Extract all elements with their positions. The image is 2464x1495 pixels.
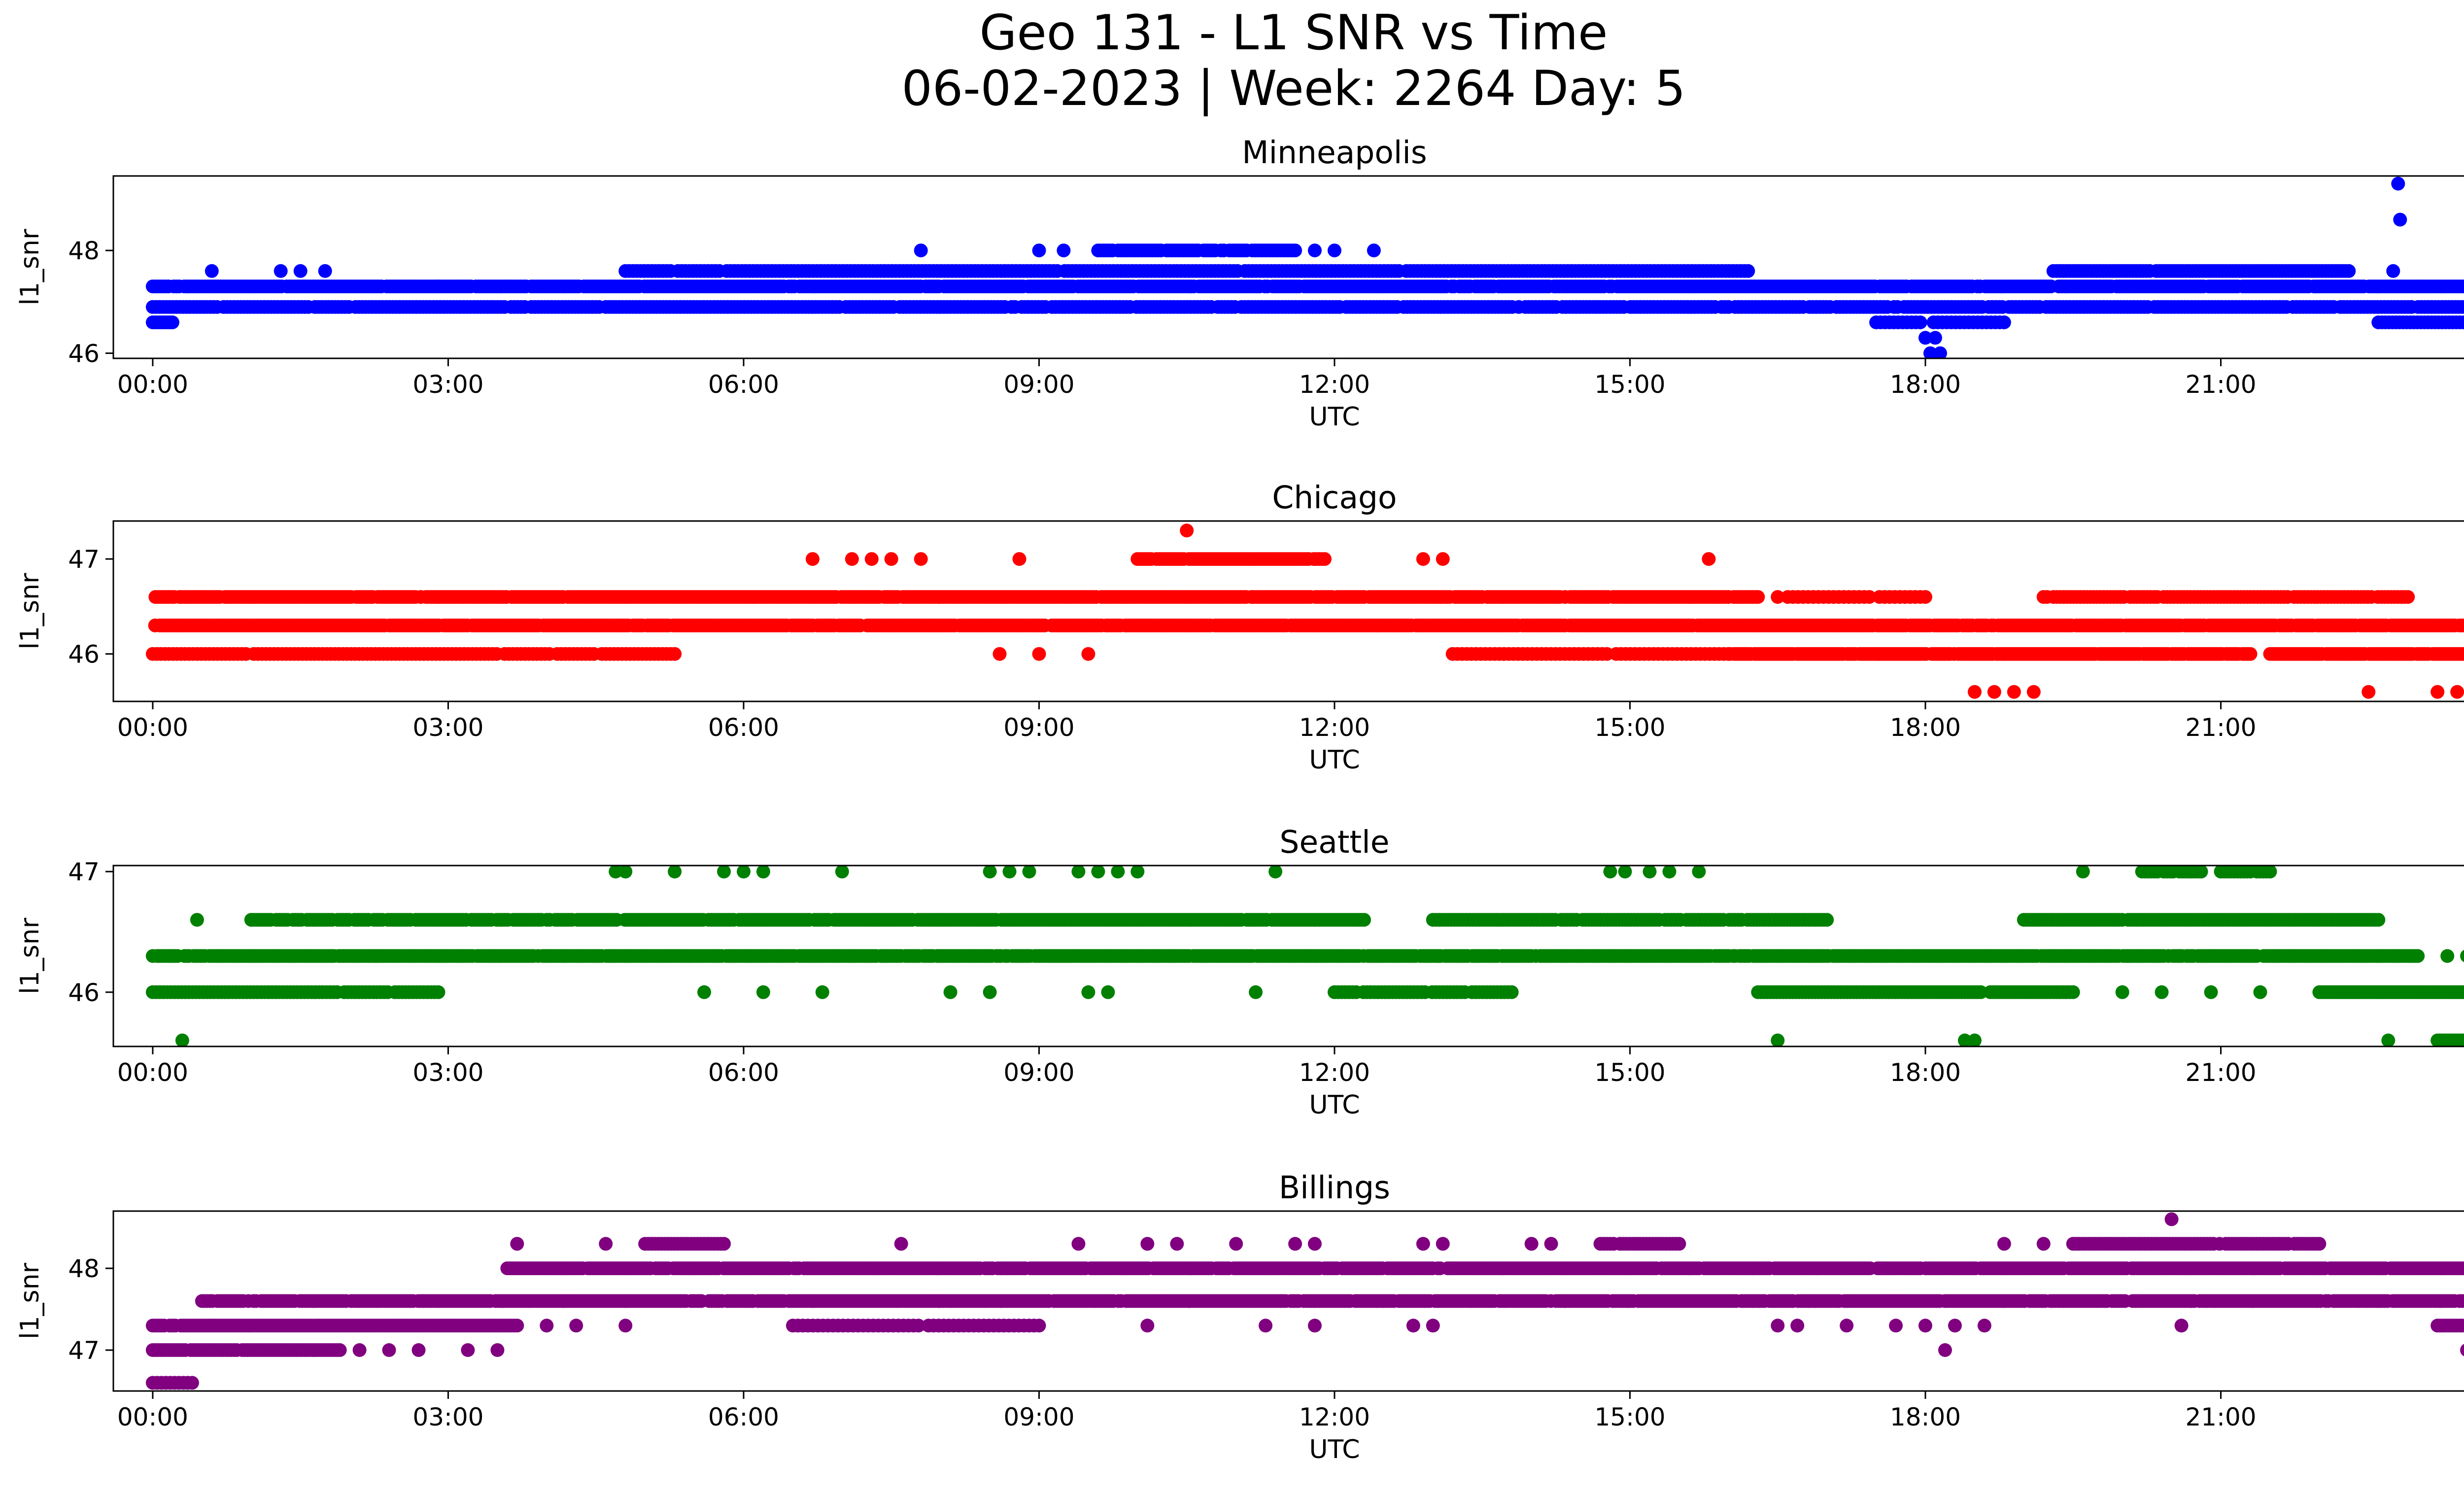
x-tick-label: 00:00 [117,713,188,742]
y-tick-label: 46 [68,640,100,669]
data-point [914,552,928,566]
data-point [2386,264,2400,278]
subplots: Minneapolis 00:00 03:00 06:00 09:00 12:00 15:0… [15,135,2464,1464]
data-point [274,264,288,278]
figure-title-line1: Geo 131 - L1 SNR vs Time [980,5,1608,61]
x-tick-label: 21:00 [2186,713,2257,742]
y-axis-label: l1_snr [15,573,45,650]
data-point [2462,302,2464,312]
subplot-title: Seattle [1279,824,1389,860]
data-point [845,552,859,566]
x-tick-label: 09:00 [1003,713,1074,742]
data-point [1328,243,1341,258]
x-tick-label: 03:00 [412,370,483,399]
data-point [2243,647,2258,661]
data-point [1741,264,1755,278]
data-point [914,243,928,258]
data-point [165,315,179,329]
data-point [1436,552,1450,566]
data-point [2459,300,2464,314]
x-tick-label: 18:00 [1890,713,1961,742]
x-tick-label: 21:00 [2186,370,2257,399]
x-tick-label: 03:00 [412,713,483,742]
data-point [1057,243,1071,258]
data-point [1081,647,1095,661]
data-point [1751,590,1765,604]
data-point [805,552,820,566]
subplot-title: Chicago [1272,480,1397,516]
data-point [1968,685,1982,699]
data-point [1308,243,1322,258]
data-point [293,264,308,278]
data-point [1032,647,1046,661]
data-point [884,552,898,566]
data-point [2462,621,2464,630]
y-tick-label: 48 [68,237,100,265]
data-point [2391,176,2405,191]
x-tick-label: 00:00 [117,370,188,399]
x-tick-label: 18:00 [1890,370,1961,399]
data-point [318,264,332,278]
data-point [2361,685,2376,699]
data-point [1180,523,1194,538]
data-point [2393,212,2407,227]
data-point [2401,590,2415,604]
x-tick-label: 12:00 [1299,713,1370,742]
data-point [1012,552,1027,566]
data-point [2450,685,2464,699]
x-tick-label: 09:00 [1003,370,1074,399]
data-point [2342,264,2356,278]
data-point [1416,552,1430,566]
scatter-points [145,523,2464,699]
data-point [2459,279,2464,293]
data-point [1987,685,2001,699]
data-point [864,552,879,566]
data-point [668,647,682,661]
subplot-chicago: Chicago 00:00 03:00 06:00 09:00 12:00 15:00 18:… [15,480,2464,775]
x-tick-label: 12:00 [1299,370,1370,399]
x-tick-label: 06:00 [708,370,779,399]
figure-title-line2: 06-02-2023 | Week: 2264 Day: 5 [902,61,1686,117]
y-axis-label: l1_snr [15,229,45,306]
data-point [1918,590,1932,604]
data-point [992,647,1007,661]
data-point [1032,243,1046,258]
data-point [2026,685,2041,699]
x-axis-label: UTC [1309,745,1360,775]
data-point [1318,552,1332,566]
y-tick-label: 47 [68,545,100,574]
subplot-minneapolis: Minneapolis 00:00 03:00 06:00 09:00 12:00 15:0… [15,135,2464,432]
data-point [1997,315,2011,329]
data-point [1913,315,1927,329]
x-axis-label: UTC [1309,402,1360,432]
scatter-points [145,176,2464,358]
subplot-title: Minneapolis [1242,135,1427,171]
data-point [1928,331,1942,345]
data-point [2007,685,2021,699]
data-point [1933,346,1947,358]
data-point [205,264,219,278]
data-point [2430,685,2445,699]
data-point [1918,331,1932,345]
x-tick-label: 06:00 [708,713,779,742]
data-point [2460,316,2464,329]
x-tick-label: 15:00 [1594,370,1665,399]
data-point [1702,552,1716,566]
x-tick-label: 15:00 [1594,713,1665,742]
y-tick-label: 46 [68,340,100,368]
data-point [1367,243,1381,258]
data-point [1288,243,1302,258]
